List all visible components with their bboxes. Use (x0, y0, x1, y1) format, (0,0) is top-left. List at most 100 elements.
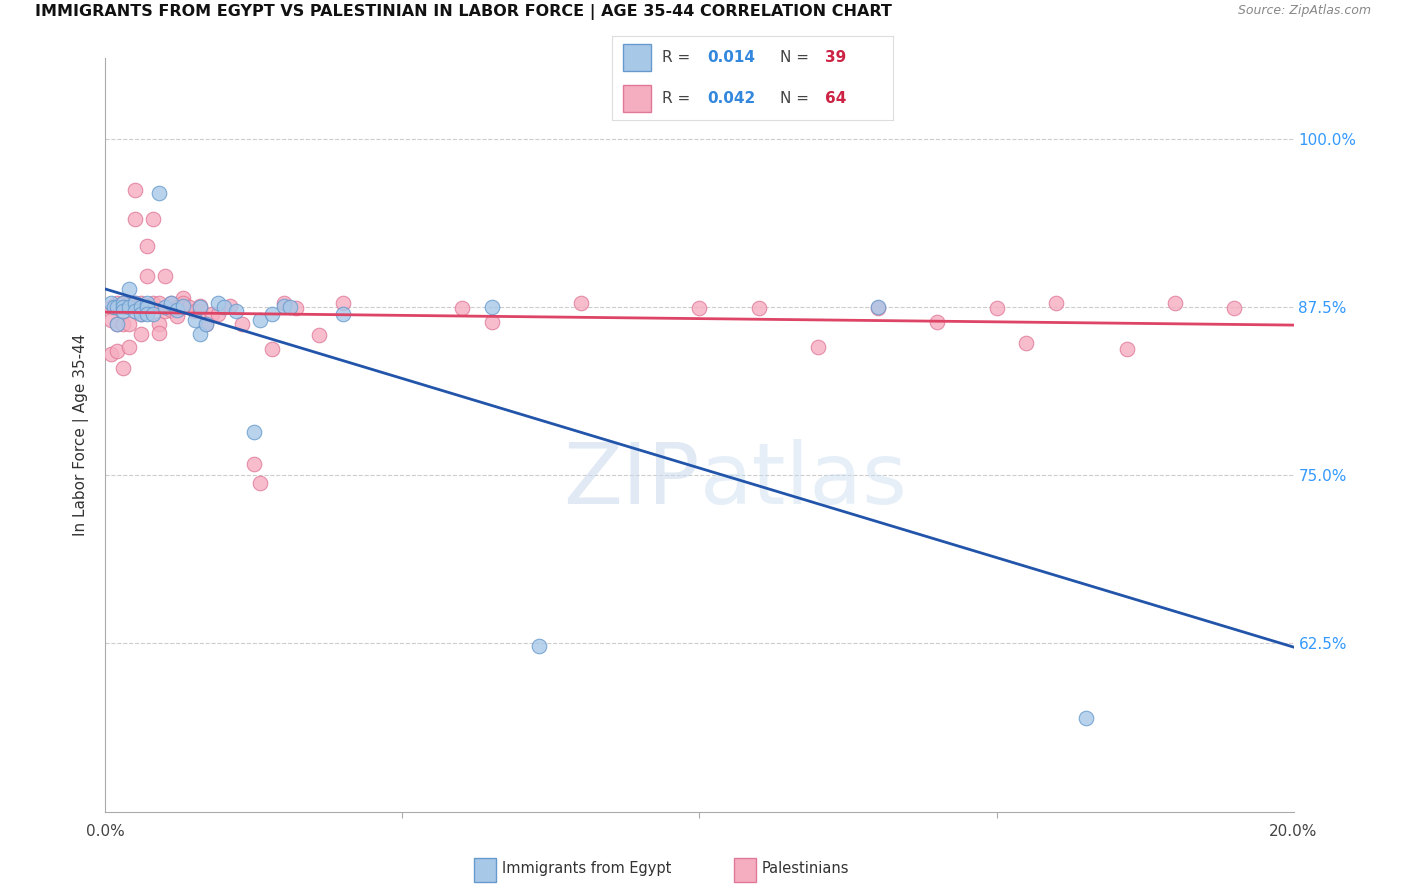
Point (142, 296, 165, 310)
Text: Immigrants from Egypt: Immigrants from Egypt (502, 862, 671, 876)
Point (142, 307, 165, 321)
Text: Palestinians: Palestinians (762, 862, 849, 876)
Point (172, 291, 194, 305)
Point (100, 296, 122, 310)
Point (249, 313, 271, 327)
Point (201, 307, 224, 321)
Point (807, 340, 830, 354)
Point (124, 296, 146, 310)
Point (219, 299, 242, 313)
Point (183, 304, 205, 318)
Point (166, 302, 188, 317)
Point (105, 300, 128, 314)
Point (129, 326, 152, 341)
Point (207, 307, 229, 321)
Point (172, 300, 194, 314)
Text: ZIP: ZIP (562, 439, 700, 522)
Point (118, 300, 141, 314)
Point (1074, 710, 1097, 724)
Point (129, 300, 152, 314)
Point (273, 299, 295, 313)
Point (159, 296, 181, 310)
Point (1223, 301, 1246, 316)
Point (100, 313, 122, 327)
Point (231, 318, 253, 332)
Point (136, 300, 159, 314)
Text: 64: 64 (825, 91, 846, 106)
Point (481, 300, 503, 314)
Text: Source: ZipAtlas.com: Source: ZipAtlas.com (1237, 4, 1371, 18)
Point (1045, 296, 1067, 310)
Bar (623, 44, 651, 71)
Point (569, 296, 592, 310)
Point (100, 347, 122, 361)
Point (260, 342, 283, 356)
Text: R =: R = (662, 50, 696, 65)
Point (118, 340, 141, 354)
Point (243, 458, 266, 472)
Point (142, 212, 165, 227)
Text: N =: N = (780, 91, 814, 106)
Point (207, 296, 229, 310)
Point (195, 318, 218, 332)
Text: 0.042: 0.042 (707, 91, 755, 106)
Point (136, 239, 159, 253)
Point (153, 300, 176, 314)
Point (177, 300, 200, 314)
Bar (623, 85, 651, 112)
Point (527, 639, 550, 653)
Point (153, 268, 176, 283)
Point (195, 318, 218, 332)
Point (249, 476, 271, 491)
Point (166, 300, 188, 314)
Point (172, 296, 194, 310)
Point (260, 307, 283, 321)
Point (190, 326, 212, 341)
Point (136, 268, 159, 283)
Point (273, 296, 295, 310)
Y-axis label: In Labor Force | Age 35-44: In Labor Force | Age 35-44 (73, 334, 90, 536)
Text: N =: N = (780, 50, 814, 65)
Point (148, 186, 170, 200)
Point (190, 304, 212, 318)
Point (100, 300, 122, 314)
Point (866, 300, 889, 314)
Point (105, 344, 128, 359)
Bar (474, 857, 496, 882)
Point (1116, 342, 1139, 356)
Point (159, 302, 181, 317)
Point (105, 296, 128, 310)
Point (124, 296, 146, 310)
Text: IMMIGRANTS FROM EGYPT VS PALESTINIAN IN LABOR FORCE | AGE 35-44 CORRELATION CHAR: IMMIGRANTS FROM EGYPT VS PALESTINIAN IN … (35, 4, 891, 21)
Point (1015, 336, 1038, 351)
Point (129, 307, 152, 321)
Text: 0.014: 0.014 (707, 50, 755, 65)
Point (124, 183, 146, 197)
Point (105, 318, 128, 332)
Text: 39: 39 (825, 50, 846, 65)
Point (748, 301, 770, 316)
Bar (734, 857, 755, 882)
Point (159, 296, 181, 310)
Point (190, 300, 212, 314)
Point (103, 300, 125, 314)
Point (112, 304, 135, 318)
Point (153, 304, 176, 318)
Point (927, 315, 949, 329)
Point (112, 318, 135, 332)
Point (118, 318, 141, 332)
Point (172, 299, 194, 313)
Point (166, 310, 188, 324)
Point (112, 296, 135, 310)
Point (450, 301, 472, 316)
Point (136, 296, 159, 310)
Point (284, 301, 307, 316)
Point (308, 328, 330, 343)
Point (190, 299, 212, 313)
Point (332, 296, 354, 310)
Point (124, 304, 146, 318)
Point (129, 307, 152, 321)
Point (689, 301, 711, 316)
Point (1164, 296, 1187, 310)
Point (148, 326, 170, 340)
